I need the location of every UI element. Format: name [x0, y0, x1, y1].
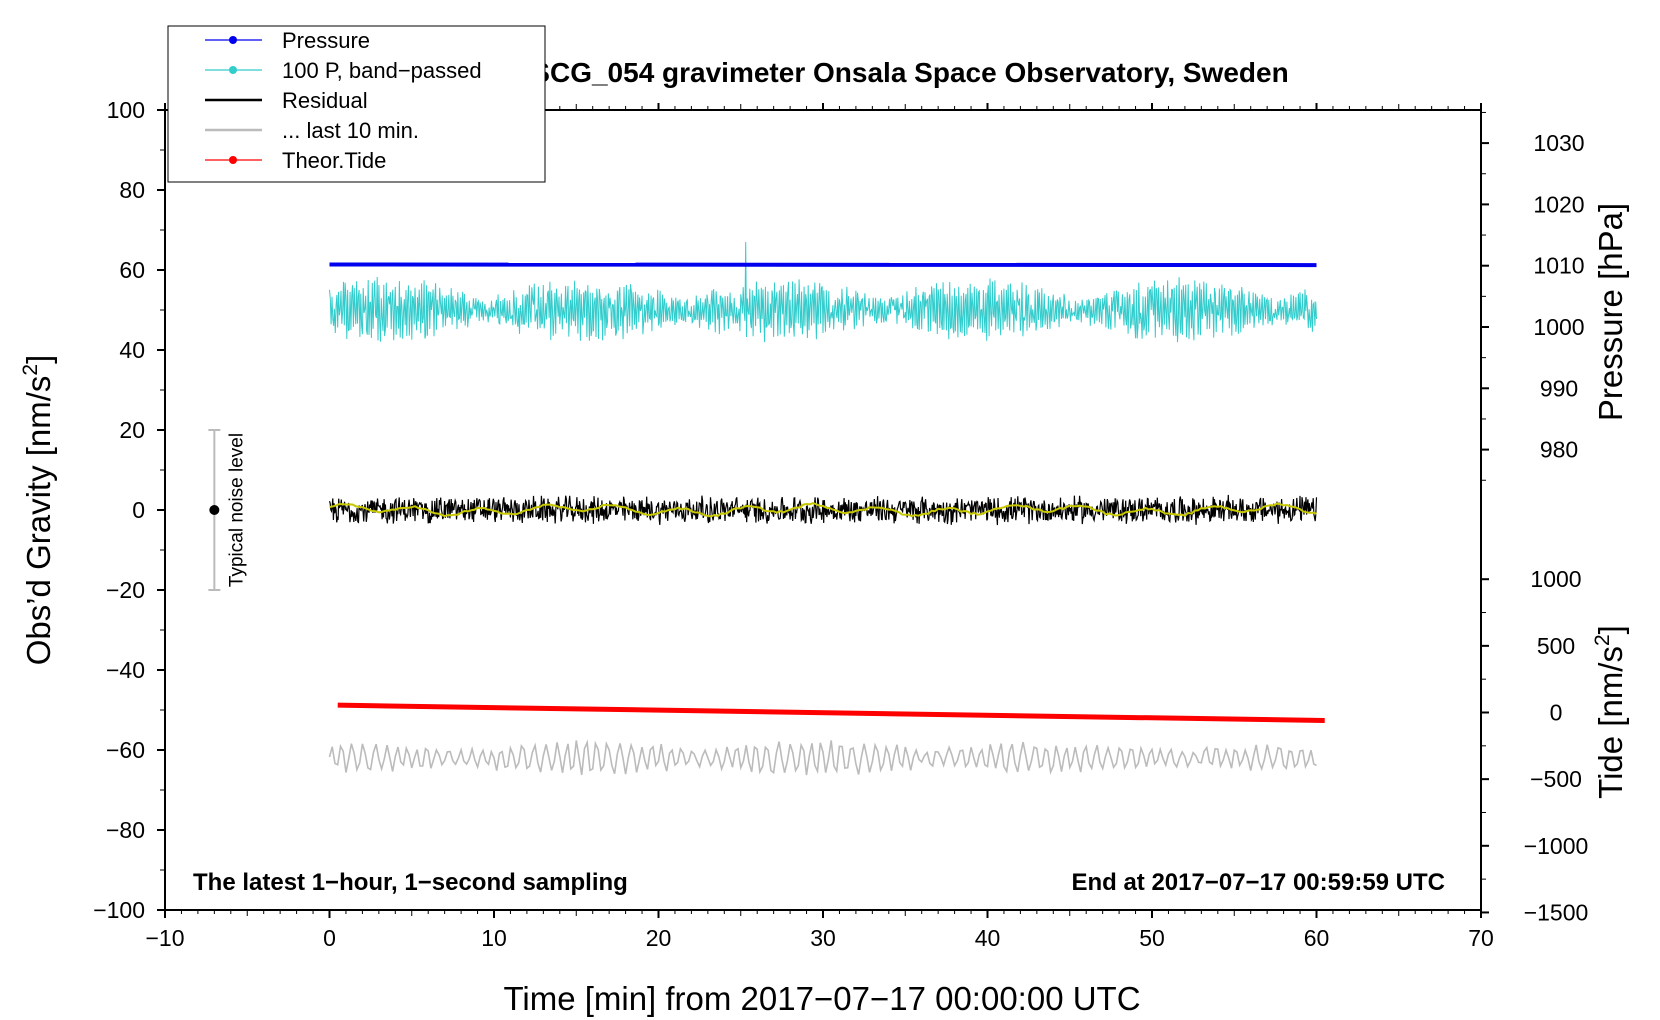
tide-tick-label: 500: [1537, 633, 1575, 659]
legend-swatch-marker: [229, 156, 237, 164]
legend-box: [167, 25, 546, 183]
legend-label: Residual: [282, 88, 368, 113]
pressure-tick-label: 1030: [1533, 130, 1584, 156]
pressure-tick-label: 1010: [1533, 253, 1584, 279]
y-tick-label: −40: [106, 657, 145, 683]
x-tick-label: 40: [975, 925, 1001, 951]
x-tick-label: −10: [145, 925, 184, 951]
pressure-tick-label: 990: [1540, 375, 1578, 401]
series-theoretical-tide: [337, 702, 1325, 723]
tide-tick-label: 1000: [1530, 566, 1581, 592]
legend-item: 100 P, band−passed: [205, 58, 482, 83]
x-tick-label: 70: [1468, 925, 1494, 951]
legend-item: ... last 10 min.: [205, 118, 419, 143]
y-tick-label: −20: [106, 577, 145, 603]
y-tick-label: 100: [107, 97, 145, 123]
series-band-passed-pressure: [329, 241, 1317, 343]
y-tick-label: 20: [119, 417, 145, 443]
y-axis-title-gravity: Obs’d Gravity [nm/s2]: [19, 355, 57, 666]
x-tick-label: 60: [1304, 925, 1330, 951]
tide-tick-label: −1500: [1524, 899, 1589, 925]
legend-swatch-marker: [229, 36, 237, 44]
legend-item: Theor.Tide: [205, 148, 386, 173]
legend-label: ... last 10 min.: [282, 118, 419, 143]
y-tick-label: 80: [119, 177, 145, 203]
series-layer: [328, 241, 1325, 776]
x-tick-label: 0: [323, 925, 336, 951]
legend-item: Residual: [205, 88, 368, 113]
x-tick-label: 50: [1139, 925, 1165, 951]
x-tick-label: 30: [810, 925, 836, 951]
legend-label: 100 P, band−passed: [282, 58, 482, 83]
pressure-tick-label: 1020: [1533, 191, 1584, 217]
x-tick-label: 10: [481, 925, 507, 951]
series-pressure: [329, 262, 1317, 268]
sampling-note: The latest 1−hour, 1−second sampling: [193, 869, 628, 896]
legend-label: Theor.Tide: [282, 148, 386, 173]
y-tick-label: 0: [132, 497, 145, 523]
pressure-tick-label: 980: [1540, 437, 1578, 463]
noise-indicator: Typical noise level: [208, 429, 247, 591]
series-residual: [328, 494, 1318, 526]
tide-tick-label: −500: [1530, 766, 1582, 792]
x-tick-label: 20: [646, 925, 672, 951]
pressure-tick-label: 1000: [1533, 314, 1584, 340]
chart-title: SCG_054 gravimeter Onsala Space Observat…: [531, 57, 1288, 88]
tide-tick-label: −1000: [1524, 833, 1589, 859]
noise-level-label: Typical noise level: [226, 433, 247, 587]
series-last-10-min: [328, 739, 1317, 776]
axis-ticks: −10 0 10 20 30 40 50 60 70−100−80−60−40−20020406…: [93, 97, 1588, 951]
tide-tick-label: 0: [1550, 700, 1563, 726]
y-tick-label: −60: [106, 737, 145, 763]
y-tick-label: −100: [93, 897, 145, 923]
x-axis-title: Time [min] from 2017−07−17 00:00:00 UTC: [503, 980, 1140, 1017]
y-tick-label: 40: [119, 337, 145, 363]
y-tick-label: 60: [119, 257, 145, 283]
end-time-note: End at 2017−07−17 00:59:59 UTC: [1071, 869, 1445, 896]
legend-swatch-marker: [229, 66, 237, 74]
legend-item: Pressure: [205, 28, 370, 53]
y-tick-label: −80: [106, 817, 145, 843]
y-axis-title-pressure: Pressure [hPa]: [1592, 203, 1629, 421]
y-axis-title-tide: Tide [nm/s2]: [1591, 625, 1629, 799]
legend: Pressure 100 P, band−passed Residual ... la…: [167, 25, 546, 183]
noise-level-dot: [209, 505, 220, 515]
legend-label: Pressure: [282, 28, 370, 53]
series-residual-smoothed: [329, 502, 1317, 518]
